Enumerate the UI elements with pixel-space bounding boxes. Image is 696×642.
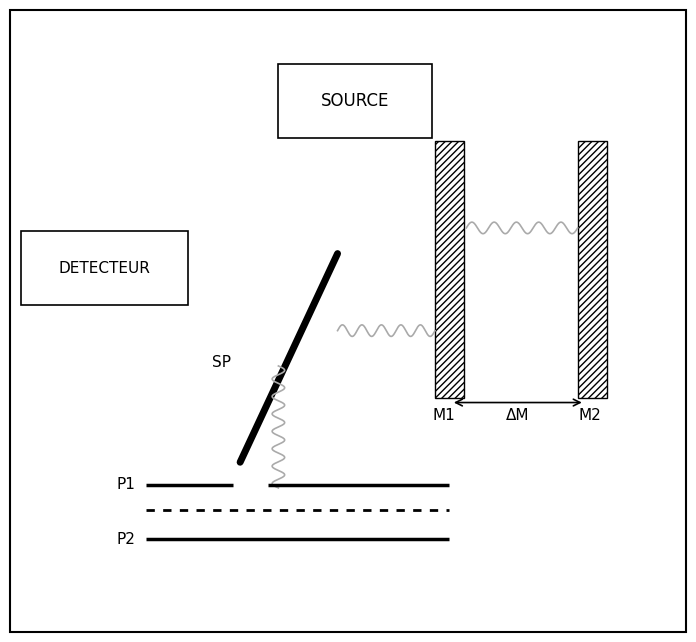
Bar bbox=[278, 64, 432, 138]
Bar bbox=[435, 141, 464, 398]
Text: M2: M2 bbox=[579, 408, 601, 422]
Text: SP: SP bbox=[212, 355, 231, 370]
Text: P2: P2 bbox=[117, 532, 136, 547]
Text: M1: M1 bbox=[433, 408, 455, 422]
Bar bbox=[578, 141, 607, 398]
Bar bbox=[21, 231, 188, 305]
Text: SOURCE: SOURCE bbox=[321, 92, 389, 110]
Text: P1: P1 bbox=[117, 477, 136, 492]
Text: DETECTEUR: DETECTEUR bbox=[58, 261, 150, 275]
Text: ΔM: ΔM bbox=[505, 408, 529, 422]
